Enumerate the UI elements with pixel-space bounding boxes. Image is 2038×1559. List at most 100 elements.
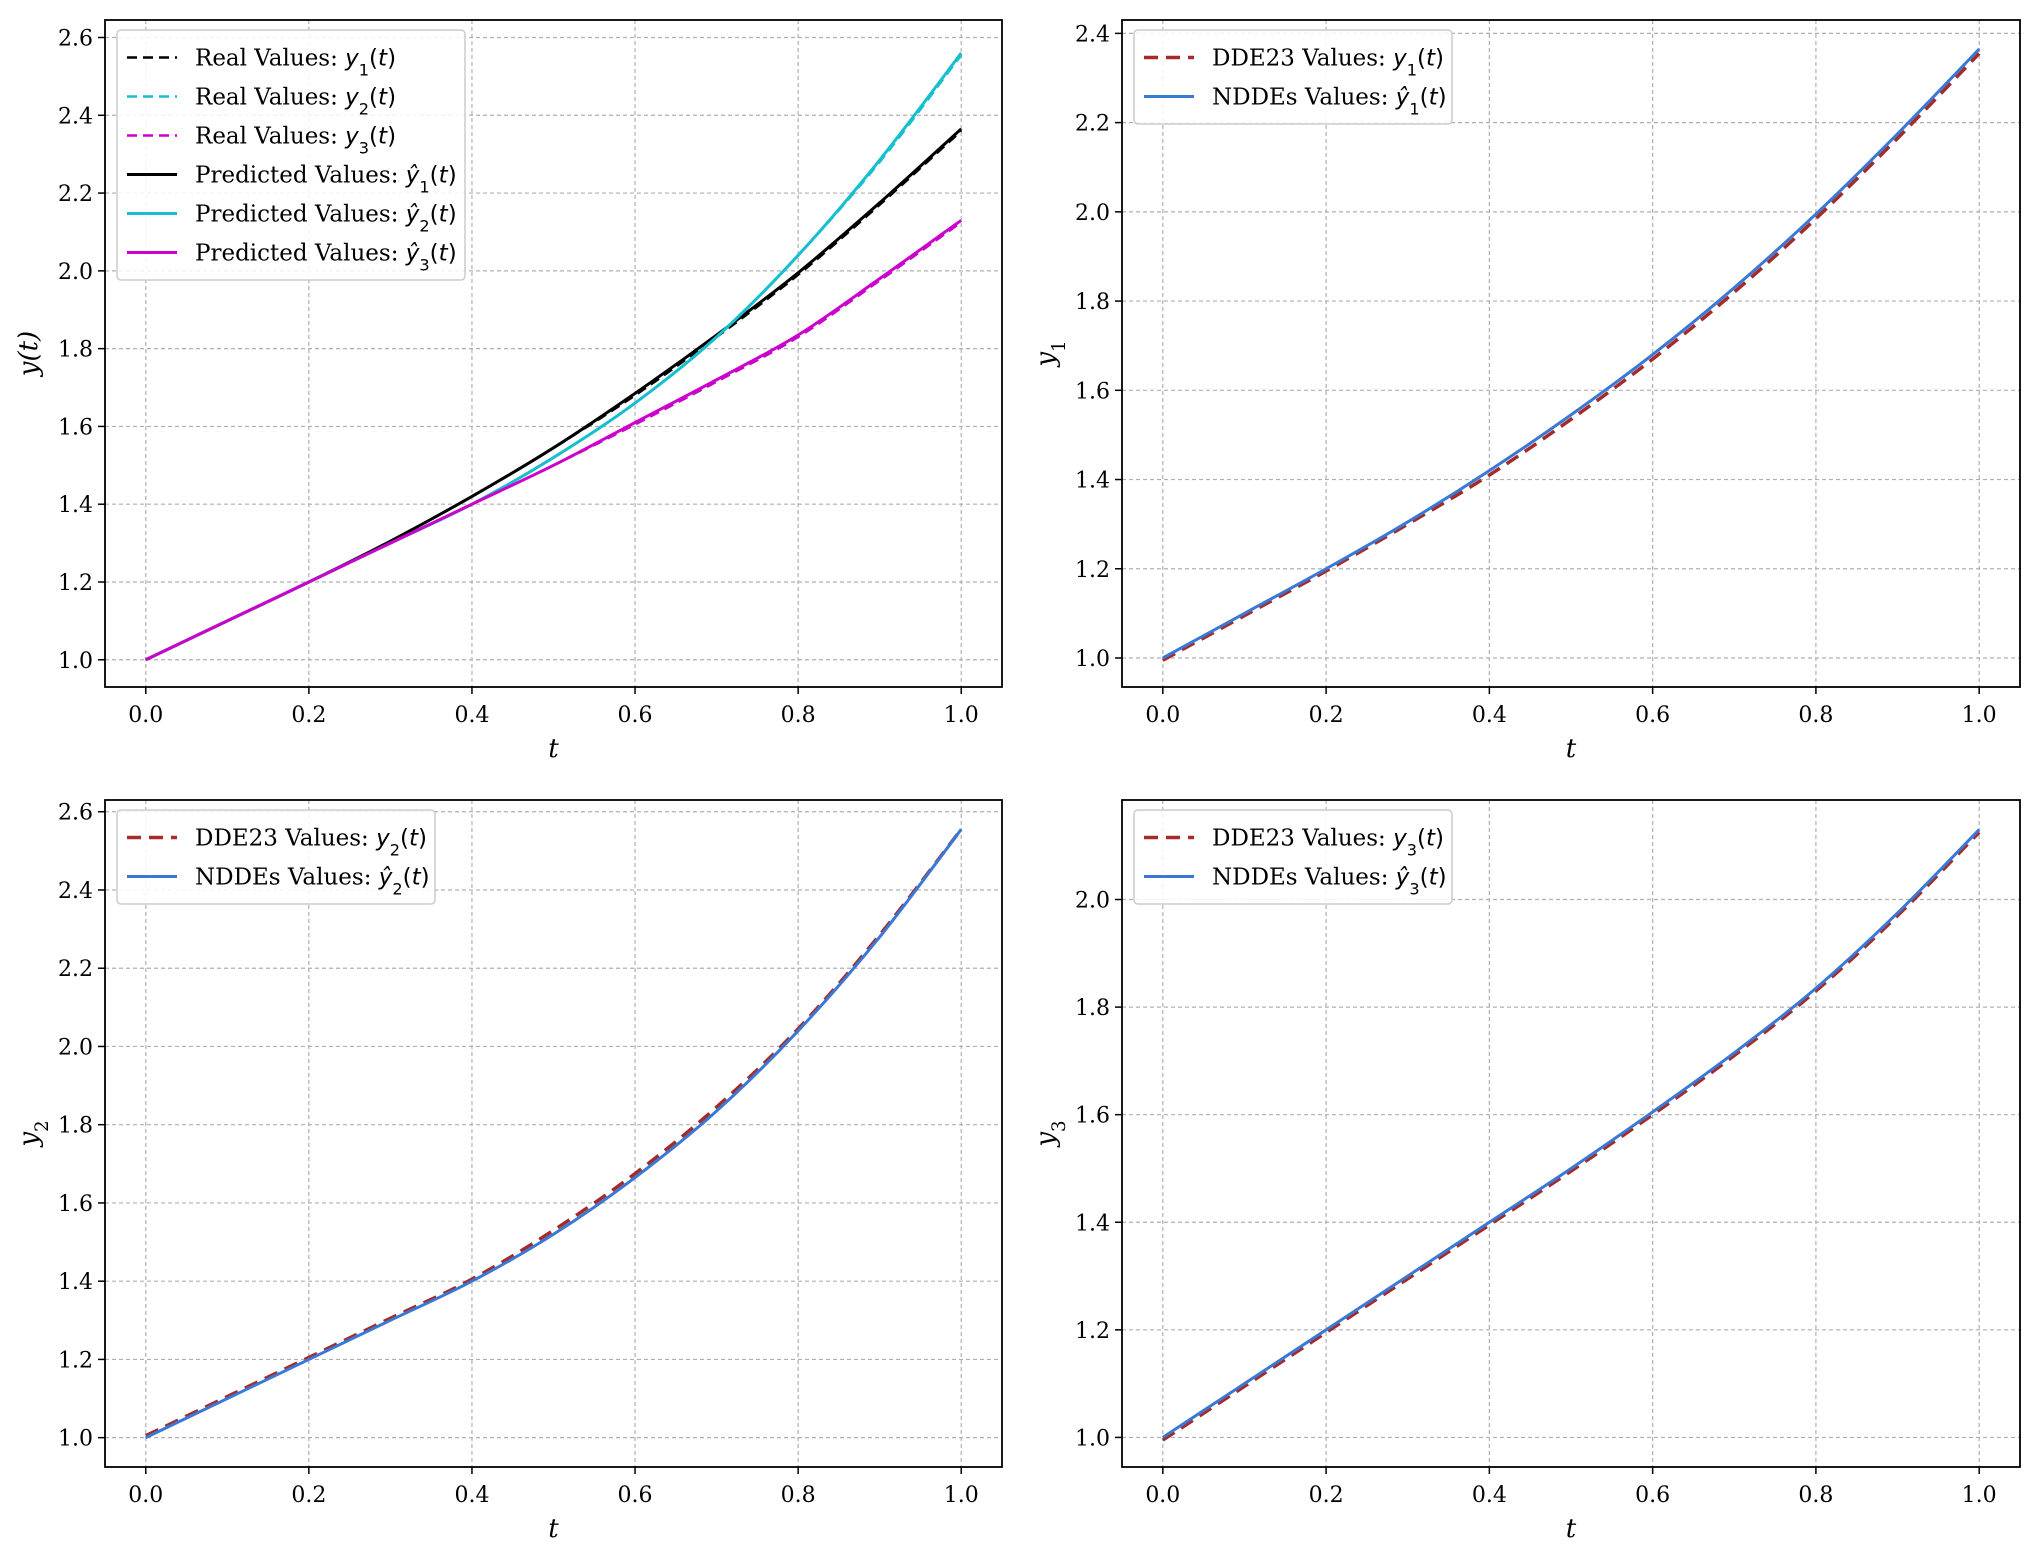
x-tick-label: 0.6 <box>618 703 653 728</box>
y-tick-label: 1.0 <box>58 649 93 674</box>
y-tick-label: 1.4 <box>58 1270 93 1295</box>
legend-entry-subscript: 3 <box>359 138 369 157</box>
y-axis-label-symbol: y <box>14 1132 44 1148</box>
x-tick-label: 0.8 <box>781 1483 816 1508</box>
y-axis-label-subscript: 3 <box>1049 1120 1070 1132</box>
x-tick-label: 0.2 <box>1309 703 1344 728</box>
legend-entry-variable: t <box>439 202 449 228</box>
legend-entry-close: ) <box>387 85 396 111</box>
legend-entry-prefix: DDE23 Values: <box>1212 46 1393 72</box>
y-tick-label: 2.4 <box>58 104 93 129</box>
subplot-top-left: 0.0 0.2 0.4 0.6 0.8 1.0 1.0 1.2 1.4 1.6 1.8 2.0 2.2 2… <box>14 19 1003 764</box>
axes-frame <box>104 19 1003 688</box>
y-tick-label: 2.2 <box>58 957 93 982</box>
series-line-1 <box>1161 52 1981 662</box>
legend-entry-symbol: ŷ <box>1395 865 1410 891</box>
subplot-bottom-left: 0.0 0.2 0.4 0.6 0.8 1.0 1.0 1.2 1.4 1.6 1.8 2.0 2.2 2… <box>14 799 1003 1544</box>
legend-entry-subscript: 1 <box>1409 99 1419 118</box>
legend-entry-subscript: 1 <box>359 60 369 79</box>
x-tick-label: 0.4 <box>454 703 489 728</box>
legend-entry-symbol: y <box>375 826 390 852</box>
legend-entry-close: ) <box>448 163 457 189</box>
legend: DDE23 Values: y3(t) NDDEs Values: ŷ3(t) <box>1133 809 1453 905</box>
y-axis-label-symbol: y <box>1031 1132 1061 1148</box>
ticks: 0.0 0.2 0.4 0.6 0.8 1.0 1.0 1.2 1.4 1.6 1.8 2.0 2.2 2… <box>58 801 979 1508</box>
legend-entry-suffix: ( <box>369 46 378 72</box>
y-tick-label: 1.6 <box>58 415 93 440</box>
y-tick-label: 2.0 <box>58 260 93 285</box>
legend-entry-symbol: y <box>1392 46 1407 72</box>
x-tick-label: 0.0 <box>128 1483 163 1508</box>
x-tick-label: 0.8 <box>1798 1483 1833 1508</box>
x-tick-label: 0.0 <box>1145 703 1180 728</box>
legend-entry-2: NDDEs Values: ŷ3(t) <box>1212 865 1447 899</box>
y-tick-label: 2.2 <box>58 182 93 207</box>
y-axis-label: y1 <box>1031 340 1070 367</box>
legend-entry-subscript: 2 <box>392 879 402 898</box>
x-tick-label: 0.6 <box>618 1483 653 1508</box>
legend-entry-suffix: ( <box>369 124 378 150</box>
x-tick-label: 0.2 <box>291 703 326 728</box>
series-line-1 <box>1161 831 1981 1442</box>
legend-entry-prefix: Predicted Values: <box>195 163 406 189</box>
legend-entry-subscript: 2 <box>359 99 369 118</box>
axes-frame <box>1121 799 2021 1468</box>
legend-entry-suffix: ( <box>1420 85 1429 111</box>
legend-entry-close: ) <box>421 865 430 891</box>
series-line-1 <box>145 828 963 1438</box>
series-line-2 <box>145 828 963 1440</box>
legend-entry-variable: t <box>378 85 388 111</box>
legend-entry-suffix: ( <box>1420 865 1429 891</box>
legend-entry-close: ) <box>1438 85 1447 111</box>
legend-entry-variable: t <box>378 46 388 72</box>
y-tick-label: 1.2 <box>1075 1319 1110 1344</box>
y-tick-label: 1.0 <box>58 1427 93 1452</box>
legend-entry-prefix: Real Values: <box>195 85 345 111</box>
legend-entry-symbol: y <box>344 124 359 150</box>
legend: DDE23 Values: y1(t)NDDEs Values: ŷ1(t) <box>1133 29 1453 125</box>
legend-entry-variable: t <box>409 826 419 852</box>
x-axis-label: t <box>1566 734 1577 764</box>
subplot-bottom-right: 0.0 0.2 0.4 0.6 0.8 1.01.01.21.41.61.82.0ty3D… <box>1031 799 2021 1544</box>
legend-entry-symbol: y <box>344 85 359 111</box>
legend-entry-symbol: y <box>344 46 359 72</box>
y-tick-label: 1.4 <box>1075 1211 1110 1236</box>
y-tick-label: 1.0 <box>1075 1426 1110 1451</box>
legend-entry-close: ) <box>387 124 396 150</box>
legend-entry-2: Real Values: y2(t) <box>195 85 396 119</box>
legend-entry-subscript: 2 <box>419 216 429 235</box>
x-tick-label: 0.2 <box>1309 1483 1344 1508</box>
series-lines <box>1161 828 1981 1442</box>
legend: Real Values: y1(t)Real Values: y2(t)Real… <box>116 29 466 281</box>
x-tick-label: 1.0 <box>1962 703 1997 728</box>
x-tick-label: 0.0 <box>128 703 163 728</box>
legend: DDE23 Values: y2(t)NDDEs Values: ŷ2(t) <box>116 809 436 905</box>
y-tick-label: 2.0 <box>58 1035 93 1060</box>
y-axis-label: y2 <box>14 1120 53 1147</box>
y-tick-label: 2.4 <box>1075 22 1110 47</box>
legend-entry-4: Predicted Values: ŷ1(t) <box>195 163 457 197</box>
x-tick-label: 0.6 <box>1635 703 1670 728</box>
legend-entry-variable: t <box>1426 46 1436 72</box>
legend-entry-1: DDE23 Values: y3(t) <box>1212 826 1444 860</box>
x-axis-label: t <box>1566 1514 1577 1544</box>
legend-entry-prefix: Real Values: <box>195 124 345 150</box>
legend-entry-subscript: 2 <box>390 840 400 859</box>
legend-entry-variable: t <box>1429 85 1439 111</box>
legend-entry-close: ) <box>448 202 457 228</box>
ticks: 0.0 0.2 0.4 0.6 0.8 1.0 1.0 1.2 1.4 1.6 1.8 2.0 <box>1075 889 1997 1508</box>
y-tick-label: 1.2 <box>58 1348 93 1373</box>
legend-entry-close: ) <box>418 826 427 852</box>
y-axis-label-text: y2 <box>14 1120 53 1147</box>
legend-entry-prefix: Predicted Values: <box>195 241 406 267</box>
legend-entry-5: Predicted Values: ŷ2(t) <box>195 202 457 236</box>
y-axis-label-symbol: y <box>1031 352 1061 368</box>
y-tick-label: 2.0 <box>1075 201 1110 226</box>
legend-entry-prefix: NDDEs Values: <box>1212 85 1396 111</box>
legend-entry-variable: t <box>439 241 449 267</box>
series-line-6 <box>145 219 963 662</box>
legend-entry-3: Real Values: y3(t) <box>195 124 396 158</box>
axes-frame <box>1121 19 2021 688</box>
y-tick-label: 2.6 <box>58 801 93 826</box>
